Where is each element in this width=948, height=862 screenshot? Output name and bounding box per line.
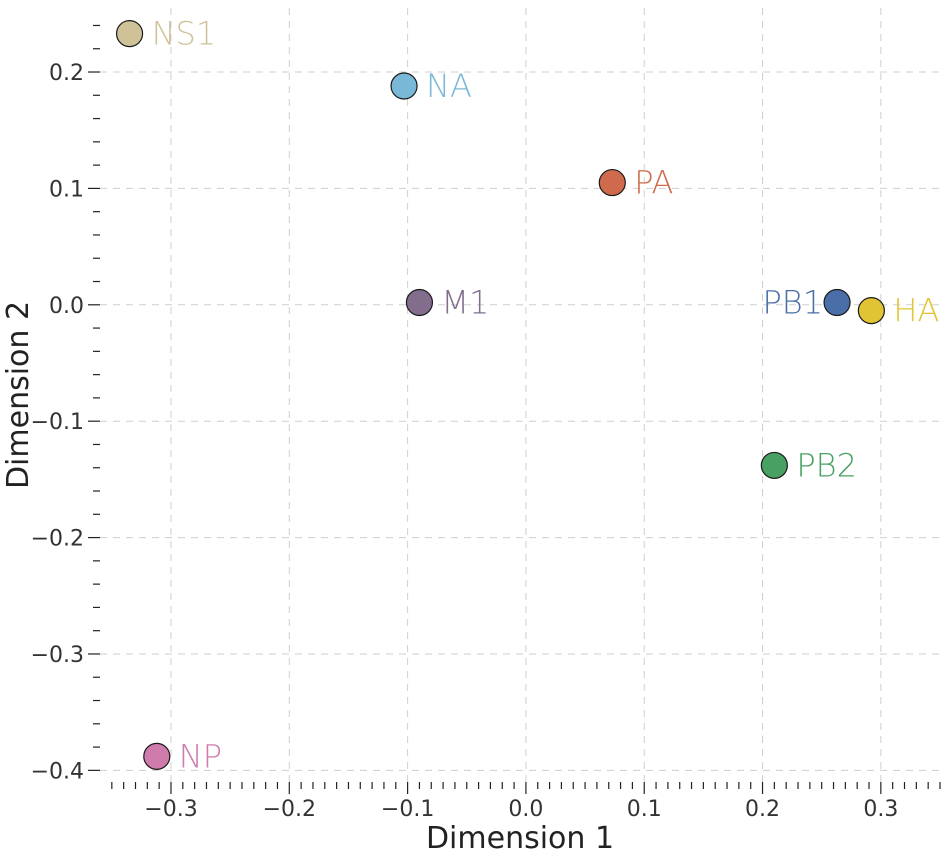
y-tick-label: 0.0: [49, 294, 84, 319]
data-point-na: [390, 72, 418, 100]
x-tick-label: 0.1: [627, 797, 662, 822]
y-tick-label: −0.1: [31, 410, 84, 435]
x-tick-label: 0.3: [863, 797, 898, 822]
y-tick-label: 0.2: [49, 61, 84, 86]
x-tick-label: 0.2: [745, 797, 780, 822]
x-tick-label: −0.2: [263, 797, 316, 822]
x-tick-label: −0.3: [144, 797, 197, 822]
data-point-ns1: [115, 20, 144, 48]
y-axis-title: Dimension 2: [1, 301, 36, 489]
x-tick-label: −0.1: [381, 797, 434, 822]
point-label-na: NA: [426, 67, 472, 105]
data-points: [115, 20, 885, 770]
data-point-ha: [857, 297, 885, 325]
data-point-m1: [405, 288, 434, 317]
grid-lines: [100, 8, 940, 782]
data-point-pb1: [823, 288, 851, 317]
y-tick-label: −0.2: [31, 527, 84, 552]
point-label-np: NP: [179, 737, 222, 775]
x-axis-title: Dimension 1: [426, 821, 614, 856]
y-tick-label: 0.1: [49, 177, 84, 202]
x-tick-label: 0.0: [508, 797, 543, 822]
y-tick-label: −0.3: [31, 643, 84, 668]
point-label-pb2: PB2: [796, 446, 857, 484]
tick-labels: −0.3 −0.2 −0.1 0.0 0.1 0.2 0.3 0.2 0.1 0.0 −0.1 −0.…: [31, 61, 899, 822]
data-point-np: [143, 742, 171, 770]
point-label-m1: M1: [441, 283, 489, 321]
data-point-pb2: [760, 451, 788, 480]
data-point-pa: [598, 168, 626, 197]
point-label-pa: PA: [634, 164, 673, 202]
point-label-ha: HA: [893, 292, 939, 330]
point-label-ns1: NS1: [152, 15, 217, 53]
axis-ticks: [88, 24, 941, 794]
point-label-pb1: PB1: [762, 283, 823, 321]
y-tick-label: −0.4: [31, 759, 84, 784]
point-labels: NS1 NA PA M1 PB1 HA PB2 NP: [152, 15, 940, 776]
